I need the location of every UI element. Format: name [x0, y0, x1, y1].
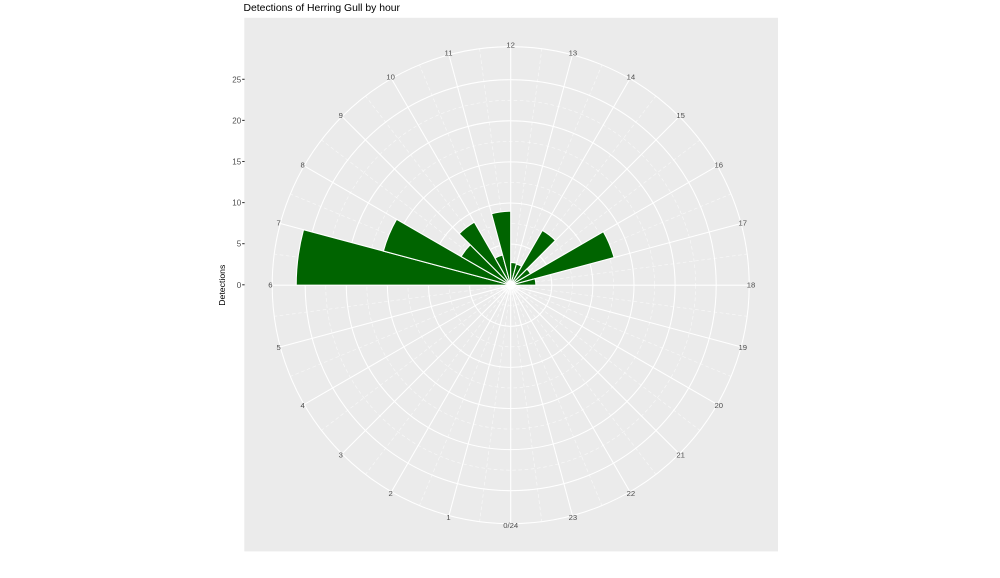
svg-text:16: 16 [715, 161, 724, 170]
svg-text:10: 10 [386, 73, 395, 82]
svg-text:23: 23 [569, 513, 578, 522]
svg-text:Detections: Detections [217, 264, 227, 306]
svg-text:0: 0 [237, 281, 242, 290]
svg-text:15: 15 [676, 111, 685, 120]
svg-text:2: 2 [388, 489, 392, 498]
svg-text:20: 20 [715, 401, 724, 410]
svg-text:4: 4 [300, 401, 305, 410]
svg-text:12: 12 [506, 40, 515, 49]
svg-text:5: 5 [237, 240, 242, 249]
svg-text:15: 15 [232, 158, 241, 167]
svg-text:20: 20 [232, 116, 241, 125]
svg-text:19: 19 [739, 343, 748, 352]
svg-text:22: 22 [627, 489, 636, 498]
svg-text:3: 3 [339, 451, 343, 460]
svg-text:8: 8 [300, 161, 304, 170]
svg-text:14: 14 [627, 73, 636, 82]
svg-text:11: 11 [445, 49, 453, 58]
svg-text:0/24: 0/24 [503, 521, 519, 530]
svg-text:Detections of Herring Gull by: Detections of Herring Gull by hour [244, 3, 401, 14]
svg-text:1: 1 [446, 513, 450, 522]
svg-text:25: 25 [232, 75, 241, 84]
svg-text:9: 9 [339, 111, 343, 120]
svg-text:17: 17 [739, 219, 748, 228]
svg-text:18: 18 [747, 281, 756, 290]
svg-text:21: 21 [676, 451, 685, 460]
svg-text:13: 13 [569, 49, 578, 58]
svg-text:6: 6 [268, 281, 272, 290]
svg-text:7: 7 [276, 219, 280, 228]
svg-text:10: 10 [232, 199, 241, 208]
svg-text:5: 5 [276, 343, 280, 352]
